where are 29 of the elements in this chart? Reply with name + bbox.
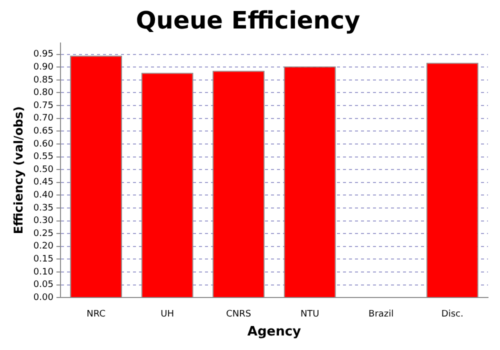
y-tick-label: 0.15 [33, 254, 54, 265]
y-tick-label: 0.70 [33, 114, 54, 124]
y-tick-label: 0.25 [33, 228, 54, 239]
y-tick-label: 0.50 [33, 164, 54, 175]
y-tick-label: 0.30 [33, 216, 54, 226]
chart-title: Queue Efficiency [136, 6, 361, 35]
y-tick-label: 0.60 [33, 139, 54, 150]
y-tick-label: 0.95 [33, 50, 54, 60]
y-tick-label: 0.75 [33, 100, 54, 111]
y-tick-label: 0.40 [33, 190, 54, 201]
x-tick-label: Brazil [368, 309, 394, 320]
y-tick-label: 0.00 [33, 292, 54, 303]
y-tick-label: 0.55 [33, 152, 54, 162]
y-tick-label: 0.10 [33, 267, 54, 278]
y-tick-label: 0.35 [33, 203, 54, 214]
y-tick-label: 0.65 [33, 126, 54, 136]
x-tick-label: UH [160, 309, 174, 320]
x-axis-title: Agency [247, 324, 302, 340]
x-tick-label: NRC [86, 309, 106, 320]
y-axis-title: Efficiency (val/obs) [11, 106, 26, 234]
y-tick-label: 0.90 [33, 62, 54, 72]
x-tick-label: NTU [300, 309, 320, 320]
y-tick-label: 0.20 [33, 242, 54, 252]
y-tick-label: 0.80 [33, 88, 54, 98]
y-tick-label: 0.45 [33, 178, 54, 188]
x-tick-label: Disc. [441, 309, 464, 320]
y-tick-label: 0.85 [33, 75, 54, 86]
x-tick-label: CNRS [226, 309, 252, 320]
y-tick-label: 0.05 [33, 280, 54, 290]
